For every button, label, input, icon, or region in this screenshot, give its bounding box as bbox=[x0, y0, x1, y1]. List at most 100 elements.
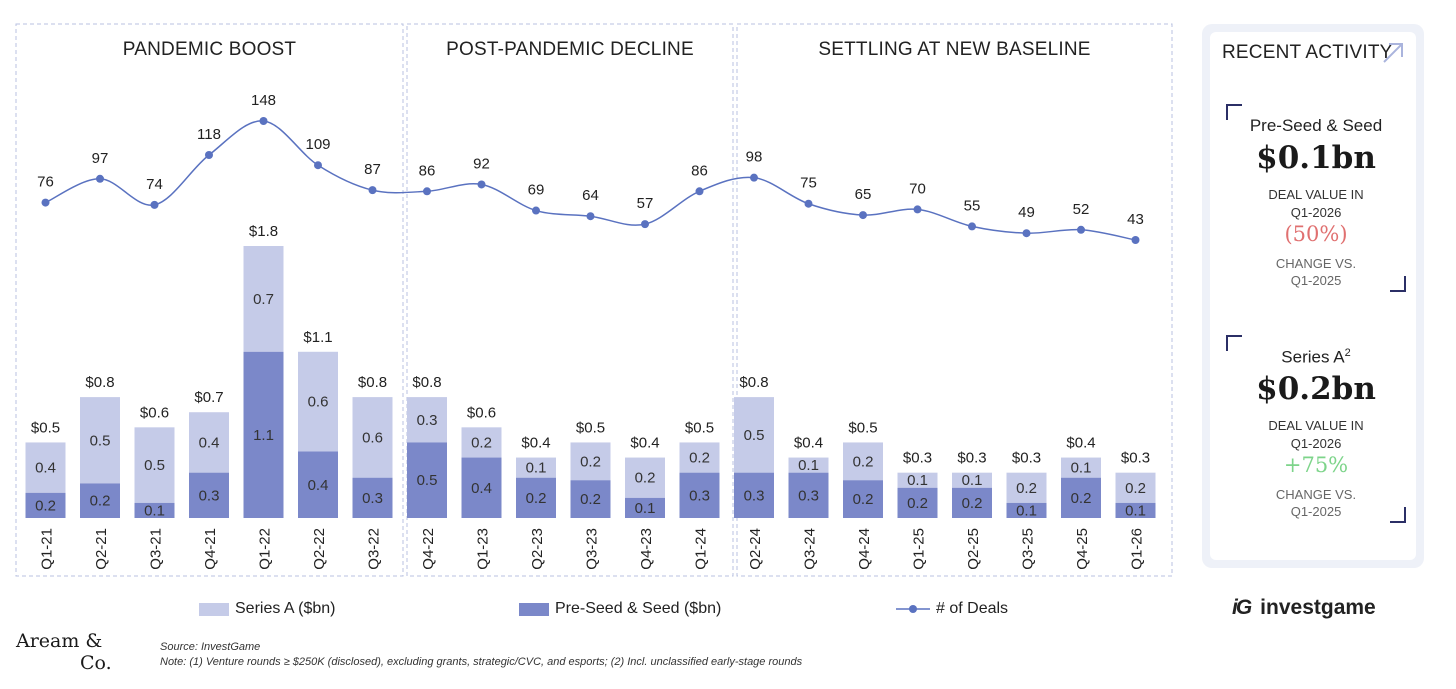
period-panels: PANDEMIC BOOST POST-PANDEMIC DECLINE SETTL… bbox=[15, 23, 1173, 577]
category-label: Q1-26 bbox=[1129, 528, 1146, 570]
period-title: SETTLING AT NEW BASELINE bbox=[818, 39, 1090, 60]
bar-total-label: $0.8 bbox=[85, 374, 114, 391]
bar-value-label-seed: 0.4 bbox=[471, 480, 492, 497]
category-label: Q2-24 bbox=[747, 528, 764, 570]
bar-total-label: $0.6 bbox=[467, 404, 496, 421]
bar-value-label-series-a: 0.1 bbox=[907, 472, 928, 489]
deals-value-label: 64 bbox=[582, 187, 599, 204]
bar-series-a bbox=[298, 351, 338, 452]
deals-point bbox=[913, 205, 922, 214]
bar-pre-seed-seed bbox=[298, 451, 338, 518]
bar-total-label: $0.5 bbox=[31, 419, 60, 436]
bar-value-label-series-a: 0.6 bbox=[362, 429, 383, 446]
deals-value-label: 97 bbox=[92, 150, 109, 167]
bar-pre-seed-seed bbox=[1006, 502, 1047, 518]
bar-pre-seed-seed bbox=[243, 351, 284, 518]
category-label: Q2-22 bbox=[311, 528, 328, 570]
bar-total-label: $0.3 bbox=[1121, 450, 1150, 467]
deals-value-label: 43 bbox=[1127, 211, 1144, 228]
deals-value-label: 75 bbox=[800, 175, 817, 192]
bar-value-label-seed: 0.1 bbox=[1125, 502, 1146, 519]
deals-point bbox=[968, 222, 976, 231]
bar-pre-seed-seed bbox=[1115, 502, 1156, 518]
bar-pre-seed-seed bbox=[897, 487, 938, 518]
category-label: Q3-21 bbox=[148, 528, 165, 570]
bar-value-label-series-a: 0.1 bbox=[526, 460, 547, 477]
bar-series-a bbox=[1061, 457, 1101, 478]
bar-value-label-seed: 0.4 bbox=[308, 477, 329, 494]
deals-value-label: 76 bbox=[37, 174, 54, 191]
bar-series: 0.2 0.4 $0.5 0.2 0.5 $0.8 0.1 0.5 $0.6 0.3 0.4 $0.7… bbox=[25, 223, 1156, 519]
bar-pre-seed-seed bbox=[952, 487, 992, 518]
bar-value-label-seed: 0.2 bbox=[853, 491, 874, 508]
bar-series-a bbox=[516, 457, 556, 478]
investgame-logo: iG investgame bbox=[1232, 596, 1376, 620]
card-subtitle: DEAL VALUE IN bbox=[1268, 418, 1364, 433]
deals-point bbox=[586, 212, 595, 221]
bar-value-label-series-a: 0.1 bbox=[798, 457, 819, 474]
bar-series-a bbox=[788, 457, 829, 473]
category-label: Q2-21 bbox=[93, 528, 110, 570]
note-text: Note: (1) Venture rounds ≥ $250K (disclo… bbox=[160, 656, 803, 668]
bar-series-a bbox=[407, 397, 447, 443]
bar-pre-seed-seed bbox=[134, 502, 175, 518]
bar-value-label-series-a: 0.2 bbox=[635, 470, 656, 487]
card-period: Q1-2026 bbox=[1290, 436, 1342, 451]
category-axis: Q1-21 Q2-21 Q3-21 Q4-21 Q1-22 Q2-22 Q3-22 Q4-22… bbox=[39, 528, 1146, 570]
deals-point bbox=[695, 187, 704, 196]
deals-value-label: 69 bbox=[528, 182, 545, 199]
bar-value-label-seed: 0.2 bbox=[580, 491, 601, 508]
deals-point bbox=[41, 198, 50, 207]
bar-value-label-series-a: 0.2 bbox=[689, 450, 710, 467]
bar-value-label-series-a: 0.2 bbox=[471, 434, 492, 451]
bar-total-label: $0.5 bbox=[685, 419, 714, 436]
bar-pre-seed-seed bbox=[189, 472, 229, 518]
corner-bracket-icon bbox=[1390, 276, 1406, 292]
bar-value-label-series-a: 0.7 bbox=[253, 291, 274, 308]
bar-pre-seed-seed bbox=[352, 477, 393, 518]
category-label: Q3-24 bbox=[802, 528, 819, 570]
category-label: Q4-23 bbox=[638, 528, 655, 570]
bar-value-label-series-a: 0.2 bbox=[580, 453, 601, 470]
bar-value-label-seed: 0.1 bbox=[635, 500, 656, 517]
deals-value-label: 65 bbox=[855, 186, 872, 203]
source-text: Source: InvestGame bbox=[160, 641, 261, 653]
bar-series-a bbox=[80, 397, 120, 484]
corner-bracket-icon bbox=[1226, 335, 1242, 351]
funding-chart: PANDEMIC BOOST POST-PANDEMIC DECLINE SETTL… bbox=[15, 23, 1173, 577]
corner-bracket-icon bbox=[1226, 104, 1242, 120]
bar-value-label-series-a: 0.2 bbox=[1016, 480, 1037, 497]
deals-point bbox=[1131, 236, 1140, 244]
investgame-wordmark: investgame bbox=[1260, 596, 1376, 619]
bar-value-label-seed: 0.3 bbox=[362, 490, 383, 507]
bar-value-label-series-a: 0.2 bbox=[853, 453, 874, 470]
bar-series-a bbox=[952, 472, 992, 488]
bar-total-label: $0.3 bbox=[1012, 450, 1041, 467]
bar-value-label-series-a: 0.6 bbox=[308, 394, 329, 411]
bar-pre-seed-seed bbox=[625, 497, 665, 518]
deals-point bbox=[368, 186, 377, 195]
bar-value-label-series-a: 0.2 bbox=[1125, 480, 1146, 497]
deals-value-label: 86 bbox=[691, 162, 708, 179]
bar-value-label-seed: 0.2 bbox=[962, 495, 983, 512]
deals-point bbox=[259, 117, 268, 125]
bar-series-a bbox=[243, 246, 284, 352]
deals-point bbox=[314, 161, 322, 170]
deals-point bbox=[96, 174, 104, 183]
legend-line-swatch bbox=[896, 605, 930, 613]
bar-value-label-series-a: 0.5 bbox=[144, 457, 165, 474]
bar-total-label: $0.4 bbox=[521, 435, 550, 452]
deals-point bbox=[641, 220, 649, 229]
deals-value-label: 148 bbox=[251, 92, 276, 109]
bar-pre-seed-seed bbox=[843, 480, 883, 518]
investgame-mark-icon: iG bbox=[1232, 596, 1252, 619]
bar-value-label-series-a: 0.4 bbox=[35, 460, 56, 477]
bar-series-a bbox=[625, 457, 665, 498]
recent-activity-title: RECENT ACTIVITY bbox=[1222, 42, 1393, 63]
deals-value-label: 98 bbox=[746, 149, 763, 166]
deals-point bbox=[804, 199, 813, 208]
source-note: Source: InvestGame Note: (1) Venture rou… bbox=[160, 640, 802, 670]
deals-value-label: 118 bbox=[197, 126, 221, 143]
deals-point bbox=[150, 200, 159, 209]
bar-total-label: $1.8 bbox=[249, 223, 278, 240]
